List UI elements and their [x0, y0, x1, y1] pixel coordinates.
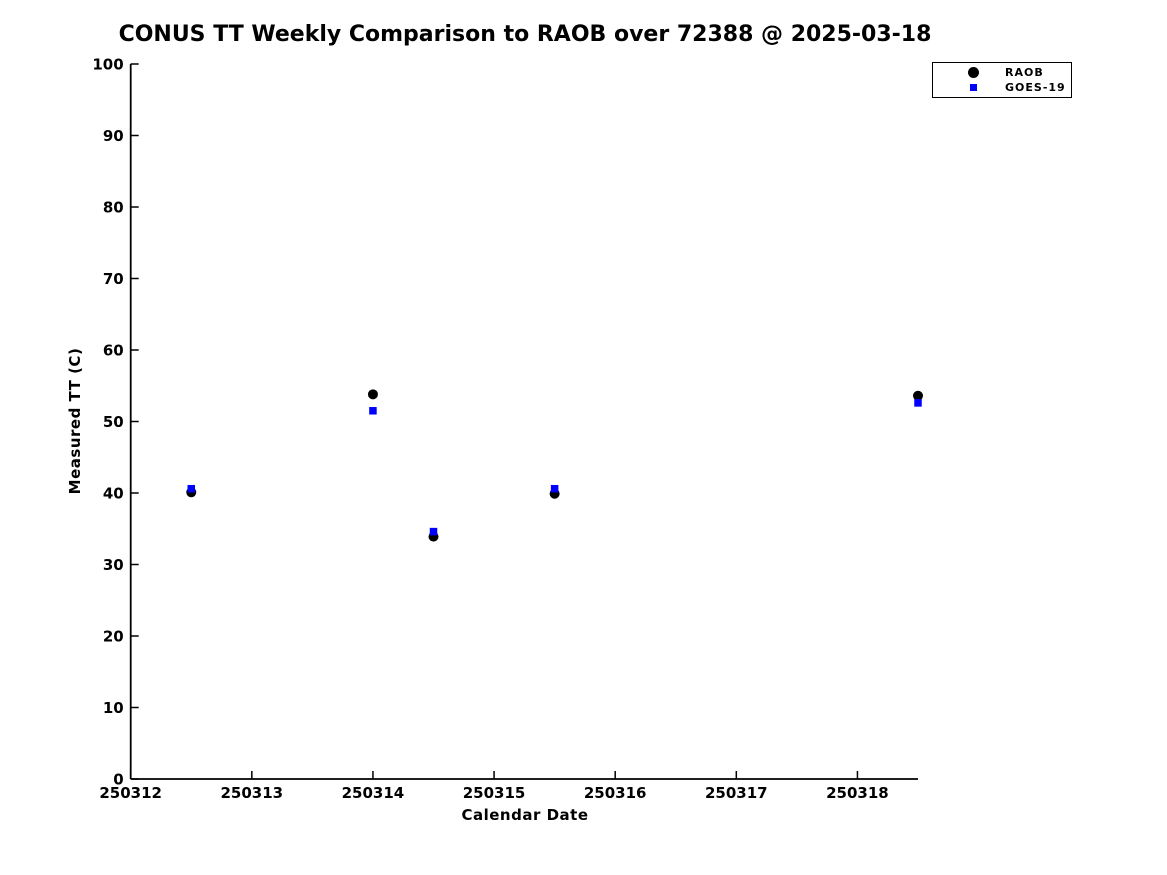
y-tick-label: 70	[103, 270, 124, 288]
y-tick-label: 100	[92, 56, 123, 74]
y-tick-label: 60	[103, 342, 124, 360]
y-tick-label: 80	[103, 199, 124, 217]
legend-entry-goes-19: GOES-19	[933, 80, 1071, 95]
x-tick-label: 250313	[221, 784, 284, 802]
chart-title: CONUS TT Weekly Comparison to RAOB over …	[118, 22, 932, 47]
legend-label-raob: RAOB	[1005, 66, 1044, 79]
x-tick-label: 250318	[826, 784, 889, 802]
data-point-goes-19	[429, 527, 438, 536]
y-tick-label: 50	[103, 413, 124, 431]
y-tick-label: 20	[103, 628, 124, 646]
data-point-goes-19	[914, 399, 922, 407]
y-tick-label: 30	[103, 556, 124, 574]
data-point-goes-19	[550, 484, 559, 493]
x-tick-label: 250314	[342, 784, 405, 802]
goes-19-marker-icon	[970, 84, 977, 91]
y-tick-label: 10	[103, 699, 124, 717]
x-axis-title: Calendar Date	[461, 806, 588, 824]
x-tick-label: 250312	[99, 784, 162, 802]
legend: RAOB GOES-19	[932, 62, 1072, 98]
x-tick-label: 250317	[705, 784, 768, 802]
data-point-goes-19	[369, 407, 377, 415]
y-axis-title: Measured TT (C)	[66, 348, 84, 495]
y-tick-label: 0	[113, 771, 123, 789]
data-point-raob	[913, 390, 923, 401]
legend-label-goes-19: GOES-19	[1005, 81, 1066, 94]
y-tick-label: 90	[103, 127, 124, 145]
y-tick-label: 40	[103, 485, 124, 503]
legend-entry-raob: RAOB	[933, 65, 1071, 80]
x-tick-label: 250315	[463, 784, 526, 802]
data-point-raob	[367, 389, 378, 400]
data-point-goes-19	[187, 484, 196, 493]
plot-area: 0 10 20 30 40 50 60 70 80 90 100 250312 250313 250314…	[92, 56, 923, 802]
x-tick-label: 250316	[584, 784, 647, 802]
raob-marker-icon	[968, 67, 979, 78]
